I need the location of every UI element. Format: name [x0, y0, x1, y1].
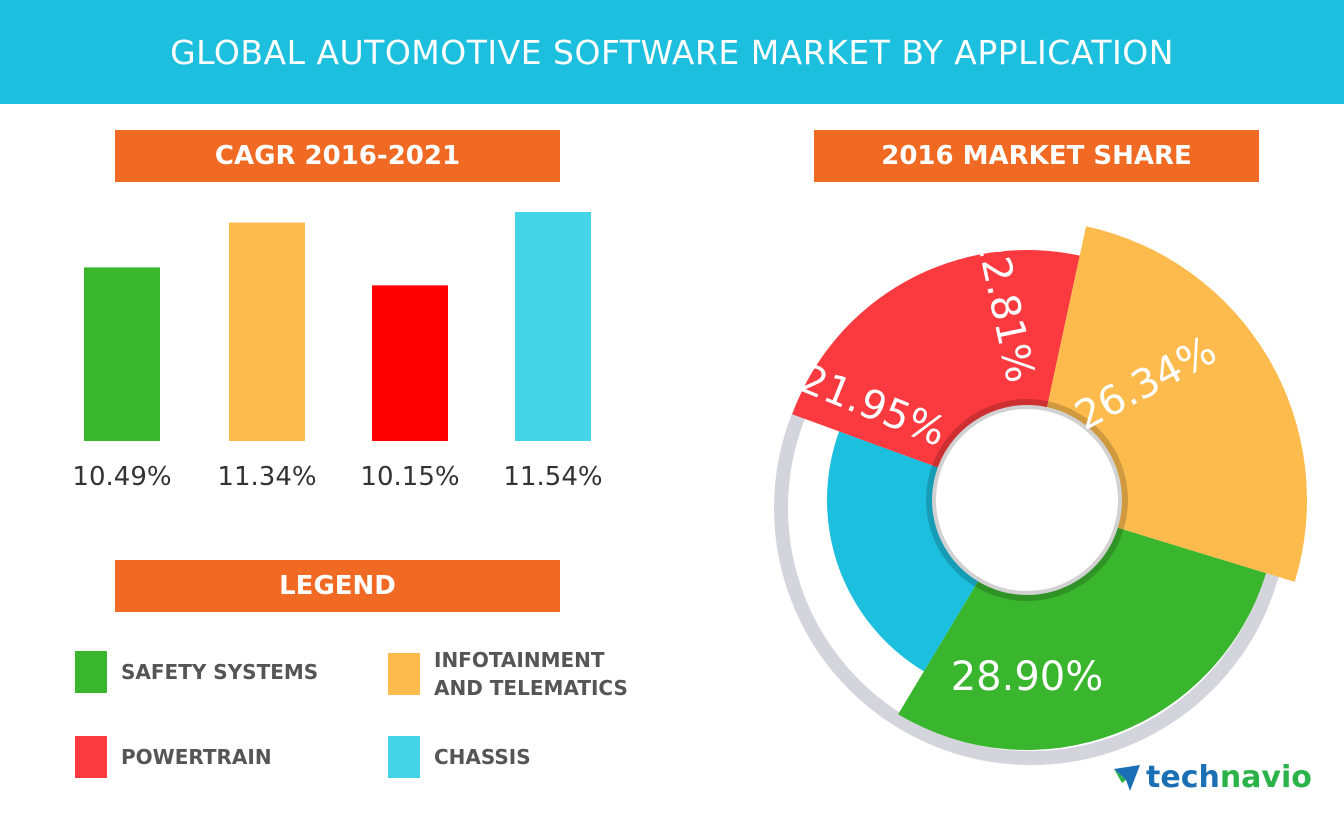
logo-text-navio: navio: [1219, 760, 1312, 795]
bar-1: [84, 267, 160, 441]
donut-hole: [936, 409, 1118, 591]
donut-slice-1: [898, 527, 1267, 750]
legend-label-infotainment: INFOTAINMENT AND TELEMATICS: [434, 646, 628, 702]
legend-label-line: SAFETY SYSTEMS: [121, 660, 319, 684]
legend-swatch-powertrain: [75, 736, 107, 778]
donut-slice-2: [827, 431, 979, 672]
logo-arrow-icon: [1114, 764, 1140, 791]
legend-label-line: CHASSIS: [434, 745, 531, 769]
legend-label-line: POWERTRAIN: [121, 745, 272, 769]
legend-label-line: INFOTAINMENT: [434, 648, 605, 672]
bar-4: [515, 212, 591, 441]
technavio-logo: technavio: [1112, 760, 1312, 795]
bar-value-label: 10.49%: [72, 462, 171, 492]
market-share-banner: 2016 MARKET SHARE: [814, 130, 1259, 182]
legend-swatch-chassis: [388, 736, 420, 778]
legend-swatch-safety-systems: [75, 651, 107, 693]
donut-slice-3: [792, 250, 1080, 468]
slice-value-label: 28.90%: [951, 654, 1104, 700]
page-title: GLOBAL AUTOMOTIVE SOFTWARE MARKET BY APP…: [170, 32, 1174, 72]
logo-text-tech: tech: [1146, 760, 1220, 795]
legend-label-line: AND TELEMATICS: [434, 676, 628, 700]
legend-item-infotainment: INFOTAINMENT AND TELEMATICS: [388, 646, 628, 702]
bar-value-label: 10.15%: [360, 462, 459, 492]
legend-item-chassis: CHASSIS: [388, 736, 531, 778]
legend-item-powertrain: POWERTRAIN: [75, 736, 272, 778]
legend-label-safety-systems: SAFETY SYSTEMS: [121, 658, 318, 686]
legend-banner: LEGEND: [115, 560, 560, 612]
market-share-donut-chart: 28.90%21.95%22.81% 26.34%: [774, 226, 1307, 765]
legend-swatch-infotainment: [388, 653, 420, 695]
legend-item-safety-systems: SAFETY SYSTEMS: [75, 651, 318, 693]
donut-slice-4: [1047, 226, 1307, 582]
bar-value-label: 11.54%: [503, 462, 602, 492]
header-bar: GLOBAL AUTOMOTIVE SOFTWARE MARKET BY APP…: [0, 0, 1344, 104]
bar-3: [372, 285, 448, 441]
cagr-bar-chart: 10.49% 11.34% 10.15% 11.54%: [72, 212, 603, 492]
cagr-banner: CAGR 2016-2021: [115, 130, 560, 182]
bar-2: [229, 222, 305, 441]
bar-value-label: 11.34%: [217, 462, 316, 492]
legend-label-chassis: CHASSIS: [434, 743, 531, 771]
legend-label-powertrain: POWERTRAIN: [121, 743, 272, 771]
logo-text: technavio: [1146, 760, 1312, 795]
